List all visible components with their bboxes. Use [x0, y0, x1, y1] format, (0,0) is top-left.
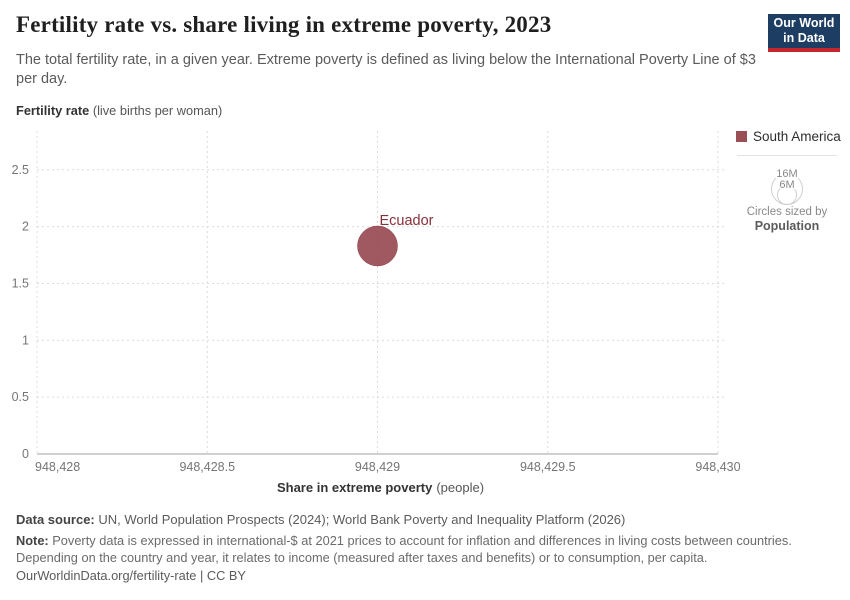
y-axis-title-bold: Fertility rate: [16, 103, 90, 118]
size-legend-outer-label: 16M: [776, 168, 797, 180]
legend-item-south-america[interactable]: South America: [736, 129, 841, 144]
x-tick-label: 948,428: [35, 460, 80, 474]
size-legend-inner-label: 6M: [779, 179, 794, 191]
y-tick-label: 0: [22, 447, 29, 461]
data-source-line: Data source: UN, World Population Prospe…: [16, 512, 836, 527]
owid-logo[interactable]: Our World in Data: [768, 14, 840, 48]
size-legend-caption-bold: Population: [754, 219, 820, 233]
owid-logo-accent-bar: [768, 48, 840, 52]
y-axis-title-unit: (live births per woman): [92, 103, 223, 118]
chart-subtitle: The total fertility rate, in a given yea…: [16, 52, 756, 88]
y-tick-label: 2: [22, 220, 29, 234]
owid-logo-line1: Our World: [773, 16, 835, 31]
note-text: Poverty data is expressed in internation…: [16, 533, 792, 566]
y-tick-label: 0.5: [12, 390, 29, 404]
x-tick-label: 948,430: [695, 460, 740, 474]
note-line: Note: Poverty data is expressed in inter…: [16, 532, 834, 567]
legend-label: South America: [753, 129, 841, 144]
data-point-ecuador[interactable]: [357, 225, 398, 267]
y-axis-title: Fertility rate (live births per woman): [16, 103, 222, 118]
legend-swatch: [736, 131, 747, 142]
y-tick-label: 1.5: [12, 276, 29, 290]
size-legend-inner-circle: [777, 185, 797, 205]
population-size-legend: 16M 6M: [771, 167, 803, 205]
note-label: Note:: [16, 533, 49, 548]
data-source-label: Data source:: [16, 512, 95, 527]
x-axis-title: Share in extreme poverty (people): [277, 480, 484, 495]
data-source-text: UN, World Population Prospects (2024); W…: [98, 512, 626, 527]
data-point-label: Ecuador: [379, 213, 433, 229]
x-tick-label: 948,428.5: [179, 460, 235, 474]
x-tick-label: 948,429.5: [520, 460, 576, 474]
y-tick-label: 1: [22, 333, 29, 347]
x-tick-label: 948,429: [355, 460, 400, 474]
size-legend-caption: Circles sized by: [746, 206, 828, 218]
page-title: Fertility rate vs. share living in extre…: [16, 12, 552, 37]
legend-divider: [737, 155, 837, 156]
citation-link[interactable]: OurWorldinData.org/fertility-rate | CC B…: [16, 568, 246, 583]
owid-logo-line2: in Data: [783, 31, 825, 45]
y-tick-label: 2.5: [12, 163, 29, 177]
